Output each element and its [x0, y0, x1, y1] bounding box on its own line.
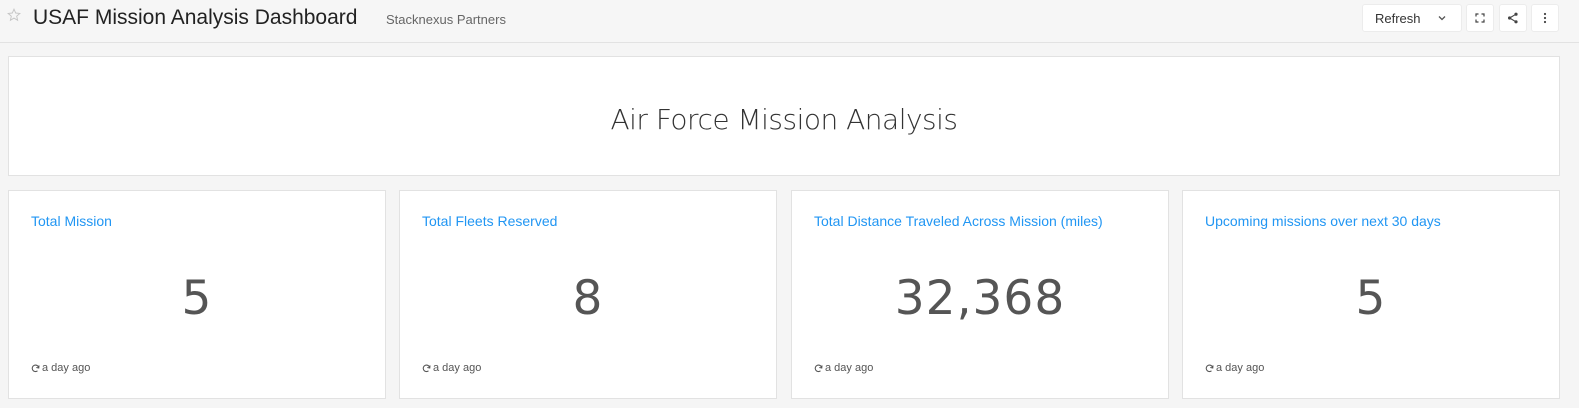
org-name: Stacknexus Partners — [386, 12, 506, 27]
refresh-icon — [31, 364, 40, 372]
refresh-icon — [422, 364, 431, 372]
page-title: USAF Mission Analysis Dashboard — [33, 6, 358, 29]
counter-widget-fleets-reserved: Total Fleets Reserved 8 a day ago — [399, 190, 777, 399]
counter-value: 5 — [181, 271, 213, 326]
counter-label[interactable]: Total Distance Traveled Across Mission (… — [814, 213, 1103, 229]
last-updated-text: a day ago — [433, 362, 482, 374]
refresh-button[interactable]: Refresh — [1362, 4, 1462, 32]
counter-widget-total-mission: Total Mission 5 a day ago — [8, 190, 386, 399]
star-icon[interactable] — [6, 8, 22, 24]
counter-widget-total-distance: Total Distance Traveled Across Mission (… — [791, 190, 1169, 399]
last-updated-text: a day ago — [42, 362, 91, 374]
share-button[interactable] — [1499, 4, 1527, 32]
last-updated-text: a day ago — [1216, 362, 1265, 374]
share-icon — [1508, 12, 1518, 24]
refresh-icon — [1205, 364, 1214, 372]
dashboard-header: USAF Mission Analysis Dashboard Stacknex… — [0, 0, 1579, 43]
last-updated: a day ago — [814, 362, 873, 374]
star-icon-svg — [7, 8, 21, 22]
refresh-icon — [814, 364, 823, 372]
more-options-button[interactable] — [1531, 4, 1559, 32]
title-widget: Air Force Mission Analysis — [8, 56, 1560, 176]
fullscreen-button[interactable] — [1466, 4, 1494, 32]
counter-value: 8 — [572, 271, 604, 326]
last-updated: a day ago — [31, 362, 90, 374]
dashboard-section-title: Air Force Mission Analysis — [610, 103, 958, 136]
more-vertical-icon — [1543, 12, 1547, 24]
counter-label[interactable]: Total Fleets Reserved — [422, 213, 558, 229]
last-updated-text: a day ago — [825, 362, 874, 374]
last-updated: a day ago — [422, 362, 481, 374]
counter-widget-upcoming-missions: Upcoming missions over next 30 days 5 a … — [1182, 190, 1560, 399]
counter-value: 5 — [1355, 271, 1387, 326]
fullscreen-icon — [1475, 13, 1485, 23]
refresh-button-label: Refresh — [1375, 10, 1421, 26]
chevron-down-icon[interactable] — [1437, 13, 1447, 23]
counter-label[interactable]: Upcoming missions over next 30 days — [1205, 213, 1441, 229]
counter-value: 32,368 — [894, 271, 1066, 326]
last-updated: a day ago — [1205, 362, 1264, 374]
counter-label[interactable]: Total Mission — [31, 213, 112, 229]
